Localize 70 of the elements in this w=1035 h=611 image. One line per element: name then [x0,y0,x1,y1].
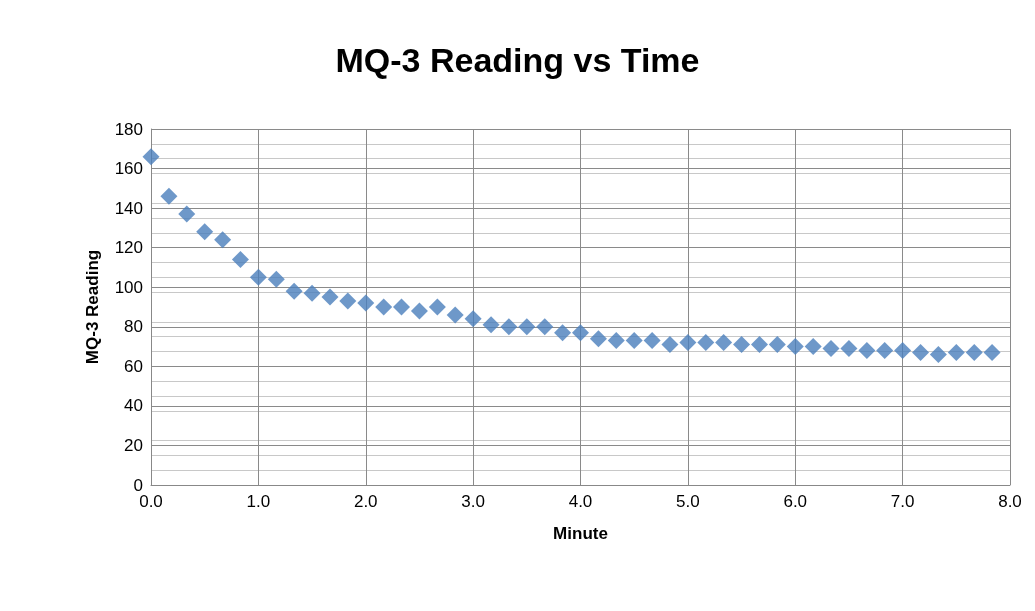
point [482,316,500,334]
point [375,298,393,316]
point [393,298,411,316]
x-tick-label: 7.0 [890,492,915,511]
point [965,343,983,361]
point [912,343,930,361]
point [983,343,1001,361]
point [733,336,751,354]
x-tick-label: 8.0 [998,492,1022,511]
point [876,342,894,360]
point [589,330,607,348]
point [643,332,661,350]
point [303,284,321,302]
point [697,334,715,352]
point [249,268,267,286]
point [160,187,178,205]
x-axis-title: Minute [553,524,608,543]
point [715,334,733,352]
x-tick-label: 3.0 [461,492,485,511]
point [929,345,947,363]
point [804,338,822,356]
y-tick-label: 0 [133,475,143,495]
point [196,223,214,241]
point [536,318,554,336]
point [894,342,912,360]
point [661,336,679,354]
x-tick-label: 2.0 [353,492,378,511]
x-tick-label: 1.0 [246,492,271,511]
point [858,342,876,360]
point [410,302,428,320]
y-tick-label: 80 [124,317,143,337]
point [231,251,249,269]
chart-title: MQ-3 Reading vs Time [335,41,700,79]
point [554,324,572,342]
y-axis-title: MQ-3 Reading [83,249,102,365]
point [625,332,643,350]
point [357,294,375,312]
y-tick-label: 120 [114,238,143,258]
point [500,318,518,336]
y-tick-label: 140 [114,198,143,218]
point [518,318,536,336]
point [786,338,804,356]
point [428,298,446,316]
x-tick-label: 5.0 [676,492,700,511]
point [947,343,965,361]
point [321,288,339,306]
point [339,292,357,310]
y-tick-label: 100 [114,277,143,297]
y-tick-label: 20 [124,435,143,455]
point [214,231,232,249]
x-tick-label: 4.0 [568,492,593,511]
point [822,340,840,358]
point [267,270,285,288]
point [840,340,858,358]
point [446,306,464,324]
point [572,324,589,342]
y-tick-label: 180 [114,119,143,139]
point [679,334,697,352]
y-tick-label: 160 [114,159,143,179]
point [750,336,768,354]
x-tick-label: 0.0 [139,492,163,511]
point [464,310,482,328]
point [142,148,160,166]
point [768,336,786,354]
point [285,282,303,300]
y-tick-label: 60 [124,356,143,376]
y-tick-label: 40 [124,396,143,416]
point [607,332,625,350]
x-tick-label: 6.0 [783,492,808,511]
point [178,205,196,223]
